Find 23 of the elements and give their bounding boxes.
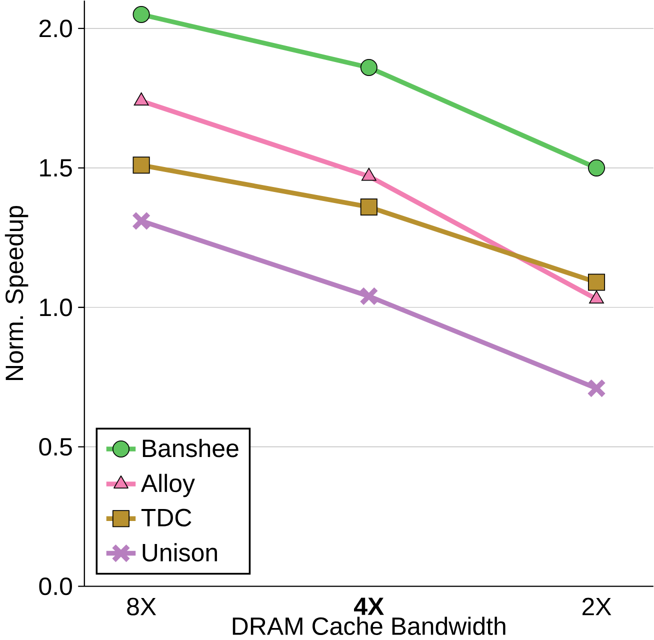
point	[588, 274, 606, 291]
point	[132, 6, 150, 24]
point	[360, 198, 378, 216]
y-tick-label: 2.0	[40, 20, 72, 38]
legend-label: Alloy	[140, 474, 195, 498]
point	[360, 287, 378, 306]
legend-label: TDC	[141, 508, 192, 527]
point	[588, 379, 606, 398]
y-tick-label: 0.0	[39, 577, 72, 596]
point	[588, 159, 606, 176]
x-tick-label: 8X	[127, 598, 156, 616]
y-tick-label: 1.5	[40, 159, 72, 177]
x-axis-title: DRAM Cache Bandwidth	[232, 616, 506, 636]
x-tick-label: 2X	[582, 598, 612, 616]
legend-label: Banshee	[142, 438, 238, 458]
y-axis-title: Norm. Speedup	[4, 206, 28, 380]
point	[360, 59, 378, 76]
point	[132, 156, 150, 174]
x-tick-label: 4X	[354, 598, 384, 615]
legend-label: Unison	[142, 543, 217, 562]
y-tick-label: 0.5	[39, 438, 72, 456]
point	[132, 212, 150, 230]
y-tick-label: 1.0	[40, 298, 72, 316]
